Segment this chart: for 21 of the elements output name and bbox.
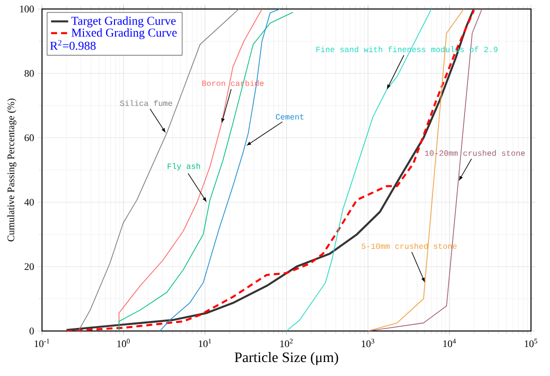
- x-tick-label: 10$^{-1}$: [34, 338, 50, 348]
- y-tick-label: 80: [24, 70, 34, 77]
- y-tick-label: 60: [24, 134, 34, 142]
- legend-label: Target Grading Curve: [71, 16, 176, 28]
- x-tick-label: 10$^{1}$: [198, 338, 212, 348]
- x-tick-label: 10$^{4}$: [443, 338, 456, 348]
- x-axis-title: Particle Size (μm): [234, 352, 338, 366]
- series-label: Silica fume: [120, 100, 172, 106]
- annotation: R$^{2}$=0.988: [50, 40, 96, 50]
- y-tick-label: 0: [30, 328, 34, 334]
- text: Fly ash: [168, 163, 200, 171]
- text: Cement: [276, 114, 304, 120]
- legend-label: Mixed Grading Curve: [72, 28, 177, 40]
- y-axis-title: Cumulative Passing Percentage (%): [7, 98, 16, 242]
- y-tick-label: 40: [24, 198, 34, 206]
- x-tick-label: 10$^{3}$: [362, 338, 374, 348]
- x-tick-label: 10$^{0}$: [117, 338, 130, 348]
- y-tick-label: 100: [20, 6, 34, 12]
- x-tick-label: 10$^{5}$: [524, 338, 538, 348]
- y-tick-label: 20: [24, 263, 34, 270]
- x-tick-label: 10$^{2}$: [280, 338, 293, 348]
